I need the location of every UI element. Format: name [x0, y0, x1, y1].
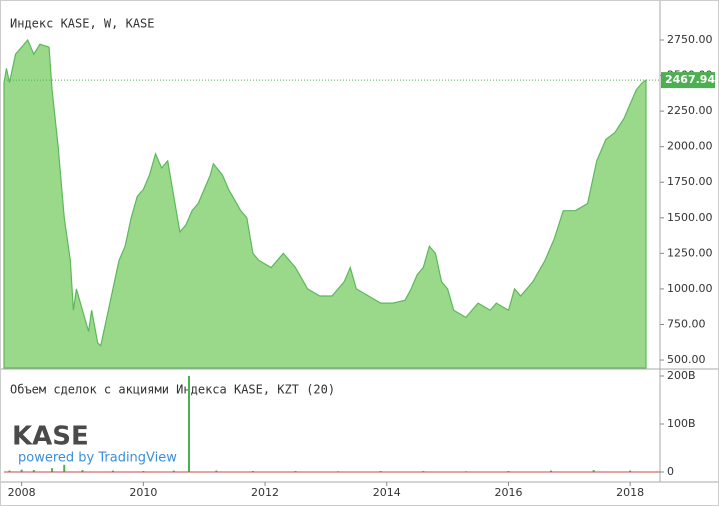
volume-bar [8, 470, 11, 472]
y-tick-label: 1500.00 [667, 211, 713, 224]
y-tick-label: 750.00 [667, 317, 706, 330]
x-tick-label: 2018 [616, 486, 644, 499]
x-tick-label: 2012 [251, 486, 279, 499]
volume-bar [550, 470, 553, 472]
volume-bar [32, 470, 35, 472]
volume-bar [187, 376, 190, 472]
last-value-label: 2467.94 [665, 73, 715, 86]
y-tick-label: 0 [667, 465, 674, 478]
logo: KASE [12, 422, 89, 452]
volume-bar [63, 464, 66, 472]
y-tick-label: 2750.00 [667, 33, 713, 46]
y-tick-label: 2000.00 [667, 140, 713, 153]
y-tick-label: 1250.00 [667, 246, 713, 259]
y-tick-label: 1750.00 [667, 175, 713, 188]
x-tick-label: 2016 [494, 486, 522, 499]
price-title: Индекс KASE, W, KASE [10, 17, 155, 31]
volume-bar [111, 470, 114, 472]
y-tick-label: 2250.00 [667, 104, 713, 117]
y-tick-label: 1000.00 [667, 282, 713, 295]
price-area [3, 38, 647, 369]
credit: powered by TradingView [18, 451, 177, 466]
y-tick-label: 200B [667, 369, 696, 382]
x-tick-label: 2010 [129, 486, 157, 499]
volume-bar [51, 468, 54, 472]
x-tick-label: 2008 [8, 486, 36, 499]
volume-bar [629, 470, 632, 472]
x-tick-label: 2014 [373, 486, 401, 499]
volume-title: Объем сделок с акциями Индекса KASE, KZT… [10, 383, 335, 397]
volume-bar [172, 470, 175, 472]
last-value-box [661, 72, 715, 89]
volume-bar [81, 470, 84, 472]
volume-bar [215, 470, 218, 472]
y-tick-label: 500.00 [667, 353, 706, 366]
volume-bar [592, 470, 595, 472]
y-tick-label: 100B [667, 417, 696, 430]
volume-bar [20, 469, 23, 472]
